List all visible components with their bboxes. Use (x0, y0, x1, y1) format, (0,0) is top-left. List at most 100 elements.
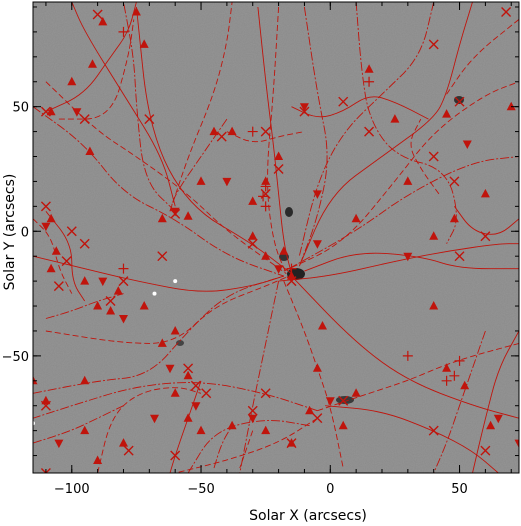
plus-marker (402, 350, 413, 361)
arrow-marker (196, 425, 206, 435)
arrow-marker (157, 338, 167, 347)
arrow-marker (119, 438, 128, 447)
field-line (355, 2, 457, 244)
arrow-marker (248, 196, 258, 205)
arrow-marker (462, 140, 472, 149)
plus-marker (454, 355, 465, 366)
field-line (239, 430, 254, 469)
arrow-marker (183, 211, 193, 220)
plus-marker (364, 76, 375, 87)
cross-marker (449, 176, 460, 187)
arrow-marker (139, 301, 149, 310)
plus-marker (260, 201, 271, 212)
cross-marker (338, 395, 349, 406)
field-line (45, 211, 86, 302)
cross-marker (428, 425, 439, 436)
field-line (291, 275, 519, 419)
arrow-marker (442, 109, 452, 118)
arrow-marker (318, 321, 327, 330)
field-line (71, 2, 176, 207)
cross-marker (428, 151, 439, 162)
arrow-marker (98, 16, 108, 26)
arrow-marker (51, 246, 61, 255)
arrow-marker (460, 380, 470, 390)
cross-marker (364, 126, 375, 137)
arrow-marker (54, 439, 64, 449)
arrow-marker (312, 240, 322, 249)
field-line (317, 342, 519, 412)
field-line (454, 206, 519, 235)
field-line (135, 6, 292, 274)
field-line (213, 425, 233, 469)
field-markers (33, 6, 519, 473)
arrow-marker (274, 151, 284, 160)
field-line (257, 6, 292, 274)
arrow-marker (183, 370, 193, 380)
arrow-marker (403, 252, 413, 262)
arrow-marker (351, 388, 361, 397)
cross-marker (53, 281, 64, 292)
arrow-marker (150, 414, 159, 424)
cross-marker (92, 9, 103, 20)
cross-marker (247, 405, 258, 416)
cross-marker (157, 251, 168, 262)
plus-marker (286, 263, 297, 274)
arrow-marker (191, 402, 201, 411)
arrow-marker (279, 246, 289, 255)
arrow-marker (480, 188, 490, 198)
arrow-marker (93, 455, 103, 464)
field-line (226, 131, 305, 143)
field-line (33, 382, 318, 419)
arrow-marker (364, 64, 374, 73)
cross-marker (216, 131, 227, 142)
arrow-marker (106, 306, 116, 315)
arrow-marker (80, 375, 90, 385)
plus-marker (118, 26, 129, 37)
arrow-marker (351, 213, 361, 223)
arrow-marker (287, 271, 296, 280)
field-line (33, 275, 284, 394)
cross-marker (61, 256, 72, 267)
field-line (58, 19, 135, 120)
arrow-marker (493, 414, 503, 424)
field-line (267, 6, 287, 274)
arrow-marker (305, 405, 315, 415)
sunspot (285, 207, 293, 217)
arrow-marker (338, 420, 348, 430)
arrow-marker (227, 126, 237, 136)
cross-marker (286, 276, 297, 287)
y-tick-label: 0 (21, 225, 29, 240)
arrow-marker (196, 176, 206, 185)
y-tick-label: −50 (2, 350, 29, 365)
cross-marker (79, 238, 90, 249)
field-line (298, 2, 435, 257)
arrow-marker (93, 301, 103, 310)
cross-marker (123, 445, 134, 456)
plot-area (32, 1, 520, 474)
arrow-marker (299, 103, 309, 112)
arrow-marker (325, 397, 335, 406)
arrow-marker (261, 251, 271, 260)
arrow-marker (442, 363, 452, 372)
field-line (45, 2, 137, 113)
field-line (45, 293, 124, 319)
arrow-marker (403, 176, 413, 185)
field-line (288, 156, 519, 270)
arrow-marker (41, 395, 51, 405)
arrow-marker (248, 414, 258, 424)
arrow-marker (274, 265, 284, 274)
cross-marker (40, 468, 51, 473)
plus-marker (260, 181, 271, 192)
arrow-marker (170, 207, 180, 217)
arrow-marker (157, 213, 167, 223)
field-line (446, 19, 519, 95)
plus-marker (118, 263, 129, 274)
magnetogram-noise (33, 2, 519, 473)
arrow-marker (46, 213, 56, 223)
cross-marker (247, 238, 258, 249)
cross-marker (338, 96, 349, 107)
arrow-marker (429, 231, 439, 240)
arrow-marker (67, 76, 77, 86)
arrow-marker (261, 176, 271, 185)
